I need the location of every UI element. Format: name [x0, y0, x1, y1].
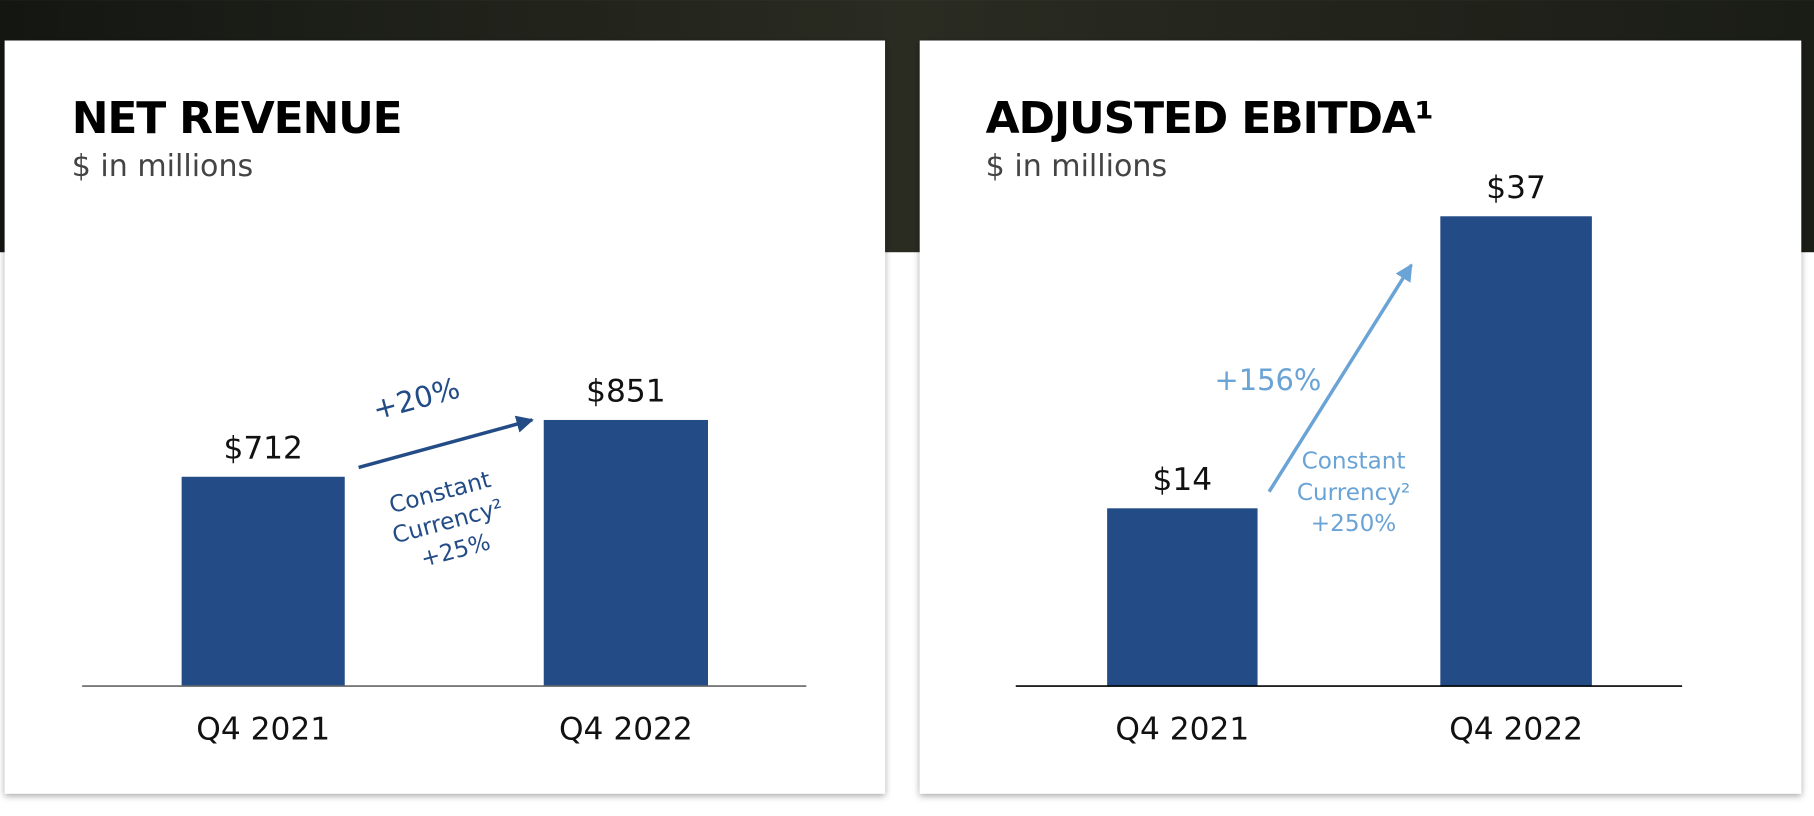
bar: [181, 476, 345, 687]
value-label: $851: [586, 373, 665, 409]
chart-subtitle: $ in millions: [72, 149, 253, 184]
note-line: Constant: [1302, 449, 1406, 475]
chart-title: ADJUSTED EBITDA¹: [986, 93, 1433, 144]
chart-title: NET REVENUE: [72, 93, 402, 144]
x-tick-label: Q4 2021: [196, 711, 330, 747]
growth-label: +156%: [1215, 363, 1322, 397]
x-tick-label: Q4 2022: [1449, 711, 1583, 747]
constant-currency-note: Constant Currency² +250%: [1297, 449, 1410, 537]
bar: [1440, 216, 1592, 687]
x-tick-label: Q4 2021: [1115, 711, 1249, 747]
note-line: Currency²: [1297, 480, 1410, 506]
growth-arrow: [1267, 263, 1413, 493]
value-label: $37: [1486, 170, 1546, 206]
growth-arrow: [358, 415, 534, 470]
card: [4, 40, 886, 794]
card: [919, 40, 1802, 794]
note-line: +250%: [1311, 511, 1397, 537]
value-label: $712: [223, 430, 302, 466]
chart-subtitle: $ in millions: [986, 149, 1167, 184]
value-label: $14: [1153, 462, 1213, 498]
x-tick-label: Q4 2022: [559, 711, 693, 747]
bar: [543, 419, 709, 687]
bar: [1107, 508, 1258, 687]
